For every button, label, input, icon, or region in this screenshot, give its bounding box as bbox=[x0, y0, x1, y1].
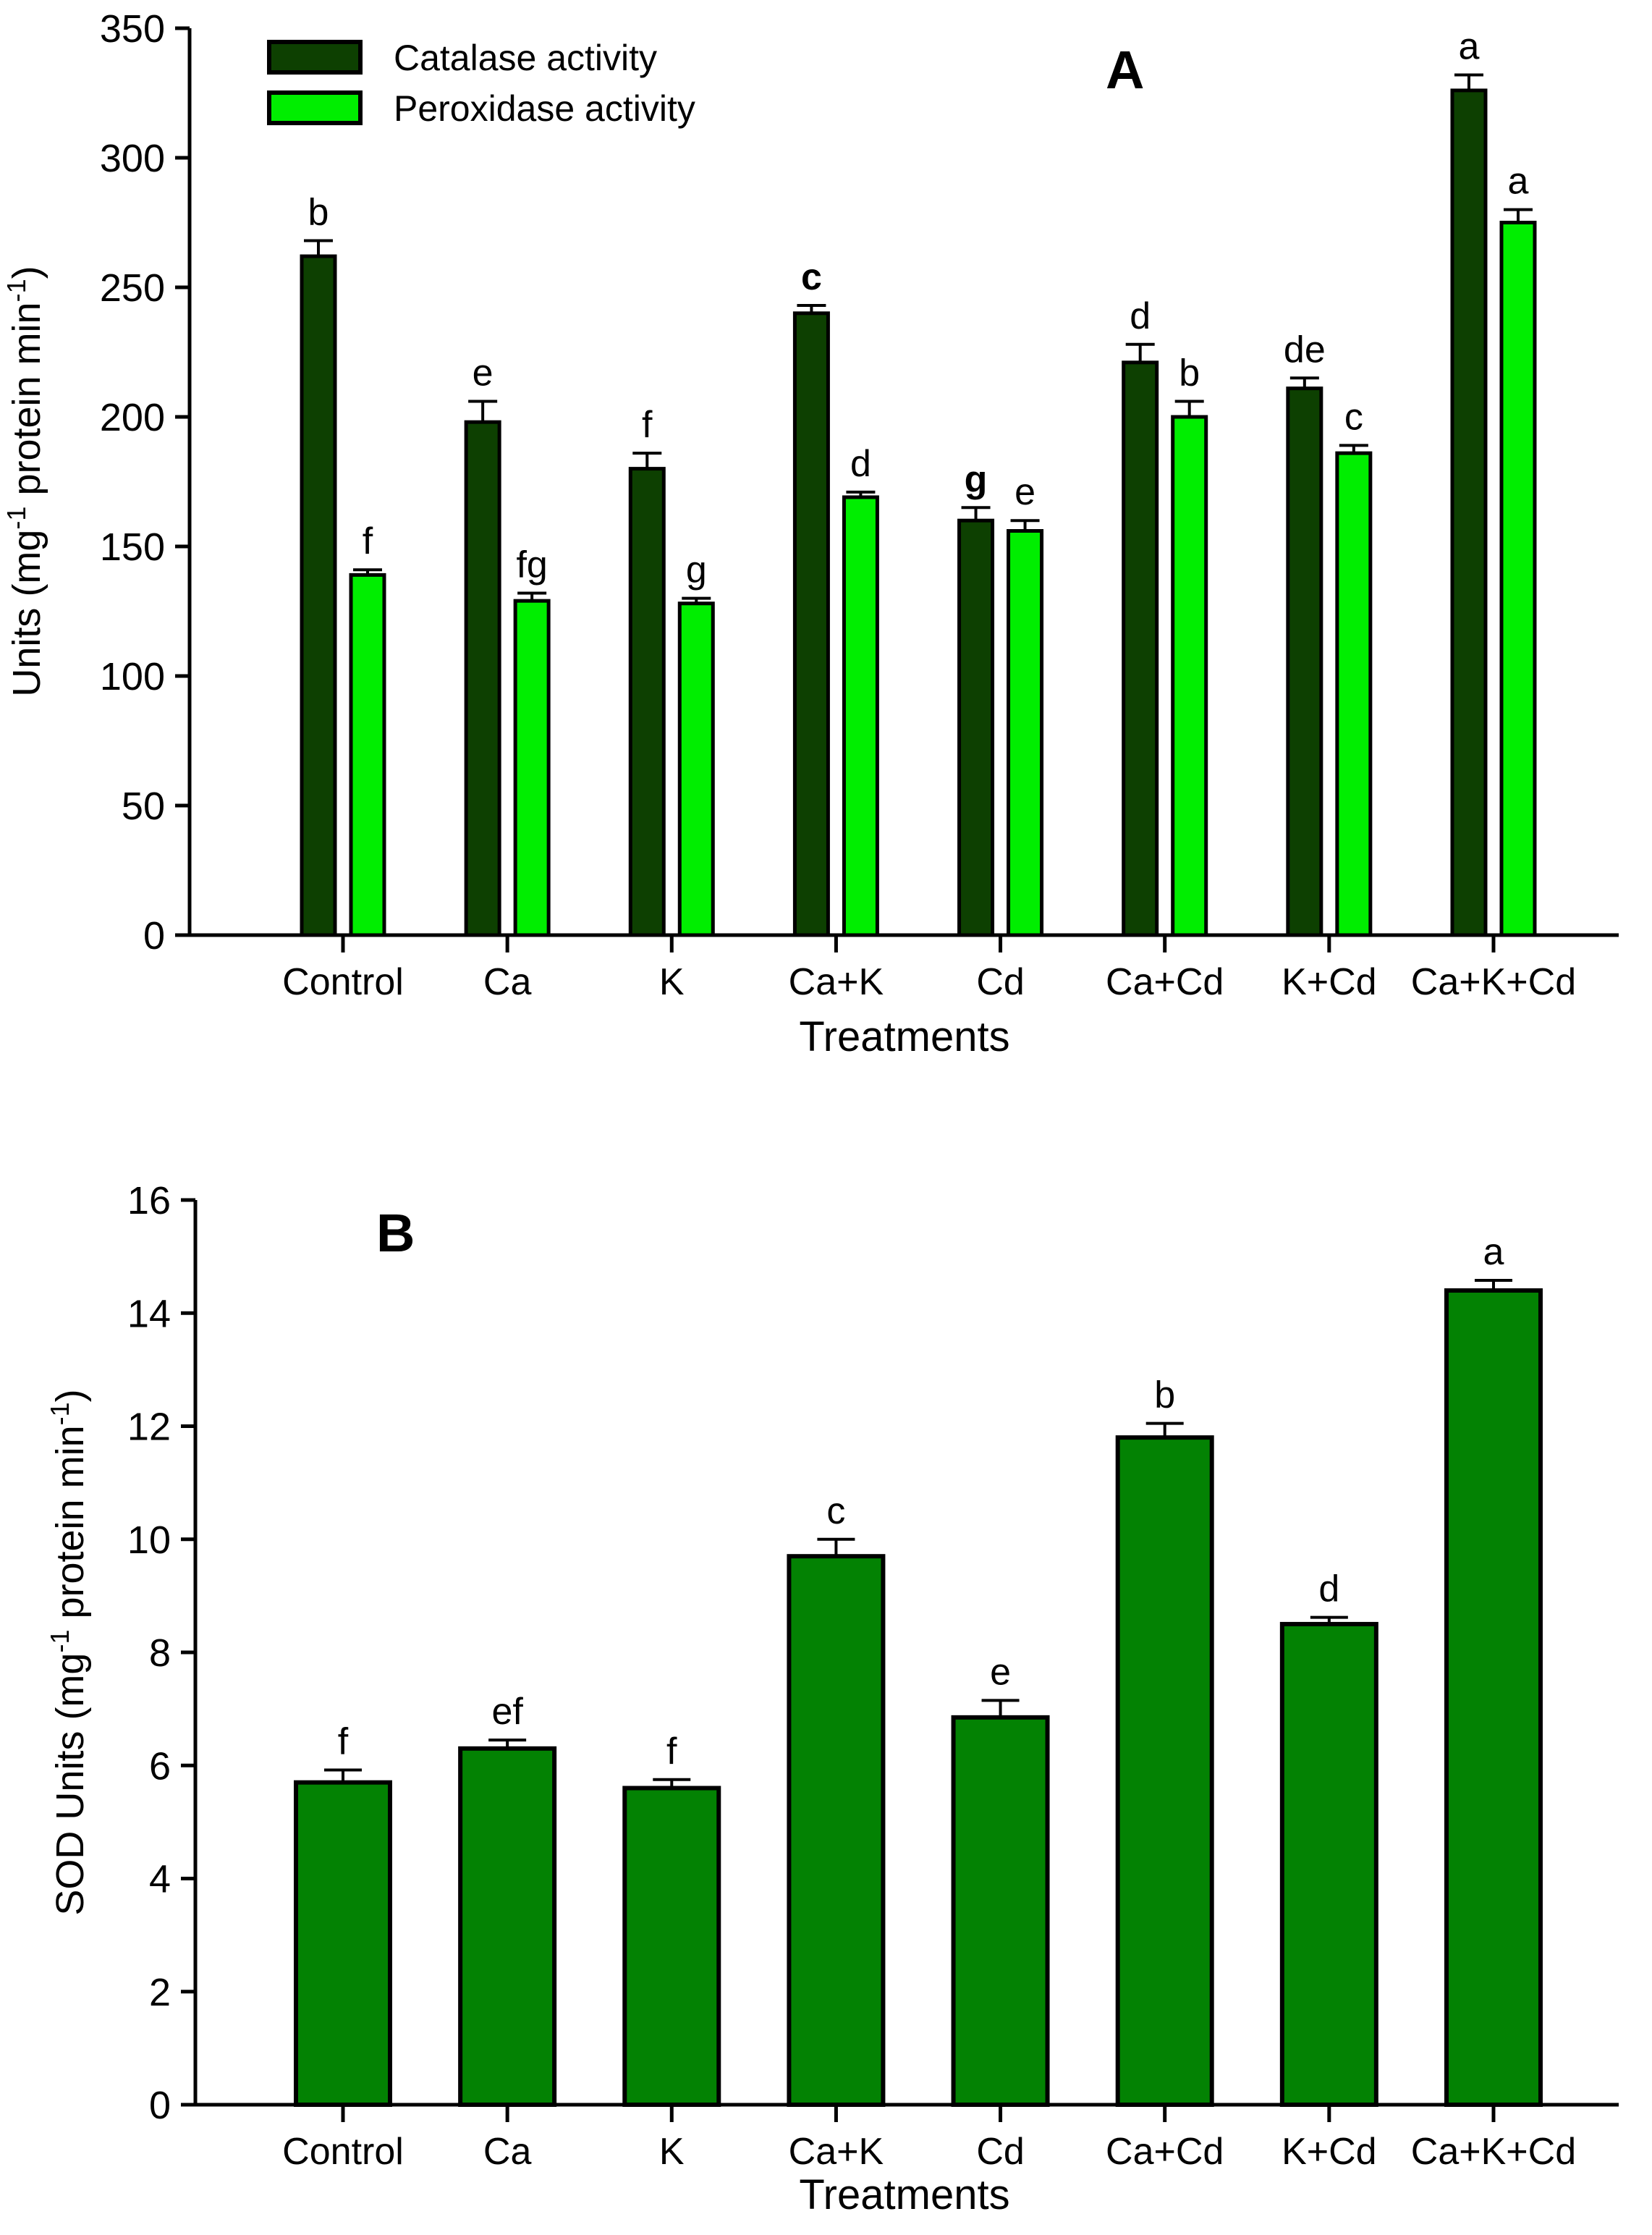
y-axis-tick-label: 50 bbox=[122, 785, 165, 828]
y-axis-title: Units (mg-1 protein min-1) bbox=[1, 266, 48, 696]
x-axis-category-label: K bbox=[659, 2131, 685, 2173]
x-axis-category-label: Cd bbox=[976, 961, 1024, 1003]
significance-letter: g bbox=[686, 549, 707, 591]
y-axis-tick-label: 12 bbox=[127, 1406, 171, 1449]
panel-label: A bbox=[1106, 40, 1144, 100]
y-axis-tick-label: 350 bbox=[100, 7, 165, 51]
significance-letter: f bbox=[666, 1731, 677, 1773]
x-axis-category-label: Ca+K+Cd bbox=[1411, 2131, 1576, 2173]
significance-letter: de bbox=[1284, 329, 1326, 371]
legend-label: Catalase activity bbox=[394, 38, 657, 78]
bar bbox=[464, 420, 501, 937]
legend-label: Peroxidase activity bbox=[394, 88, 695, 129]
bar bbox=[792, 311, 830, 937]
bar bbox=[1444, 1288, 1543, 2107]
y-axis-tick-label: 100 bbox=[100, 655, 165, 698]
significance-letter: f bbox=[338, 1721, 349, 1763]
significance-letter: a bbox=[1483, 1231, 1504, 1273]
x-axis-category-label: Ca bbox=[483, 961, 532, 1003]
y-axis-tick-label: 200 bbox=[100, 396, 165, 439]
x-axis-category-label: Ca+K+Cd bbox=[1411, 961, 1576, 1003]
x-axis-title: Treatments bbox=[799, 2171, 1009, 2218]
x-axis-title: Treatments bbox=[799, 1013, 1009, 1060]
x-axis-category-label: Ca+K bbox=[789, 2131, 884, 2173]
significance-letter: f bbox=[363, 520, 373, 562]
bar bbox=[458, 1746, 557, 2107]
x-axis-category-label: Ca+Cd bbox=[1106, 2131, 1224, 2173]
significance-letter: b bbox=[1179, 352, 1200, 394]
significance-letter: c bbox=[826, 1490, 845, 1532]
bar bbox=[1286, 386, 1323, 937]
bar bbox=[628, 467, 666, 937]
significance-letter: a bbox=[1459, 25, 1480, 67]
y-axis-tick-label: 0 bbox=[143, 914, 165, 958]
x-axis-category-label: K+Cd bbox=[1282, 961, 1377, 1003]
legend-swatch-peroxidase bbox=[267, 90, 363, 125]
x-axis-category-label: Ca+K bbox=[789, 961, 884, 1003]
x-axis-category-label: Control bbox=[282, 2131, 404, 2173]
y-axis-tick-label: 8 bbox=[149, 1631, 171, 1675]
significance-letter: d bbox=[1318, 1568, 1339, 1610]
x-axis-category-label: Ca bbox=[483, 2131, 532, 2173]
significance-letter: g bbox=[965, 458, 988, 500]
significance-letter: fg bbox=[516, 544, 547, 586]
bar bbox=[951, 1715, 1050, 2107]
bar bbox=[1335, 451, 1373, 937]
significance-letter: d bbox=[850, 443, 871, 485]
bar bbox=[787, 1554, 886, 2107]
y-axis-tick-label: 4 bbox=[149, 1858, 171, 1901]
bar bbox=[1171, 415, 1208, 937]
bar bbox=[1122, 360, 1159, 937]
significance-letter: a bbox=[1508, 161, 1529, 203]
bar bbox=[842, 495, 879, 937]
y-axis-tick-label: 300 bbox=[100, 137, 165, 180]
significance-letter: e bbox=[473, 352, 494, 394]
significance-letter: ef bbox=[491, 1691, 523, 1733]
significance-letter: e bbox=[990, 1651, 1011, 1693]
y-axis-tick-label: 2 bbox=[149, 1971, 171, 2014]
bar bbox=[349, 573, 386, 937]
significance-letter: b bbox=[308, 192, 329, 234]
x-axis-category-label: Cd bbox=[976, 2131, 1024, 2173]
bar bbox=[300, 254, 337, 937]
y-axis-title: SOD Units (mg-1 protein min-1) bbox=[45, 1389, 92, 1915]
bar bbox=[1499, 221, 1537, 937]
bar bbox=[957, 518, 995, 937]
panel-b-chart: 0 2 4 6 8 10 12 14 16 Control Ca K Ca+K Cd Ca+Cd K+Cd Ca… bbox=[45, 1179, 1619, 2218]
bar bbox=[1115, 1435, 1214, 2107]
y-axis-tick-label: 14 bbox=[127, 1292, 171, 1335]
significance-letter: c bbox=[801, 256, 822, 298]
y-axis-tick-label: 150 bbox=[100, 525, 165, 569]
y-axis-tick-label: 0 bbox=[149, 2084, 171, 2127]
x-axis-category-label: K bbox=[659, 961, 685, 1003]
significance-letter: c bbox=[1344, 396, 1363, 438]
bar bbox=[513, 599, 551, 937]
y-axis-tick-label: 6 bbox=[149, 1744, 171, 1788]
x-axis-category-label: K+Cd bbox=[1282, 2131, 1377, 2173]
x-axis-category-label: Ca+Cd bbox=[1106, 961, 1224, 1003]
bar bbox=[677, 601, 715, 937]
significance-letter: b bbox=[1154, 1374, 1175, 1416]
y-axis-tick-label: 250 bbox=[100, 266, 165, 310]
legend-swatch-catalase bbox=[267, 40, 363, 75]
significance-letter: e bbox=[1015, 471, 1035, 513]
y-axis-tick-label: 16 bbox=[127, 1179, 171, 1222]
bar bbox=[1279, 1621, 1378, 2107]
bar bbox=[1450, 88, 1488, 937]
panel-label: B bbox=[376, 1203, 415, 1263]
bar bbox=[622, 1786, 721, 2107]
x-axis-category-label: Control bbox=[282, 961, 404, 1003]
significance-letter: f bbox=[642, 404, 653, 446]
bar bbox=[294, 1780, 392, 2107]
panel-a-chart: 0 50 100 150 200 250 300 350 Control Ca K Ca+K Cd Ca+… bbox=[1, 7, 1619, 1060]
bar bbox=[1007, 529, 1044, 937]
significance-letter: d bbox=[1130, 295, 1151, 337]
y-axis-tick-label: 10 bbox=[127, 1518, 171, 1562]
